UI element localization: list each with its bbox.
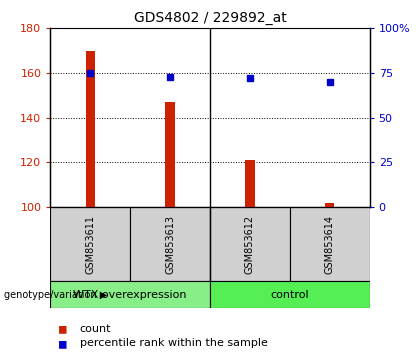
- Bar: [210, 281, 370, 308]
- Text: ■: ■: [59, 337, 66, 350]
- Text: GSM853612: GSM853612: [245, 215, 255, 274]
- Bar: [245, 160, 255, 207]
- Bar: [210, 207, 290, 281]
- Bar: [86, 51, 95, 207]
- Bar: [290, 207, 370, 281]
- Bar: [50, 207, 130, 281]
- Bar: [130, 207, 210, 281]
- Bar: [325, 202, 334, 207]
- Text: control: control: [270, 290, 309, 300]
- Text: ■: ■: [59, 323, 66, 336]
- Text: WTX overexpression: WTX overexpression: [74, 290, 187, 300]
- Text: count: count: [80, 324, 111, 334]
- Bar: [165, 102, 175, 207]
- Text: GSM853611: GSM853611: [85, 215, 95, 274]
- Text: GSM853614: GSM853614: [325, 215, 335, 274]
- Text: GSM853613: GSM853613: [165, 215, 175, 274]
- Bar: [50, 281, 210, 308]
- Title: GDS4802 / 229892_at: GDS4802 / 229892_at: [134, 11, 286, 24]
- Text: genotype/variation ▶: genotype/variation ▶: [4, 290, 108, 300]
- Text: percentile rank within the sample: percentile rank within the sample: [80, 338, 268, 348]
